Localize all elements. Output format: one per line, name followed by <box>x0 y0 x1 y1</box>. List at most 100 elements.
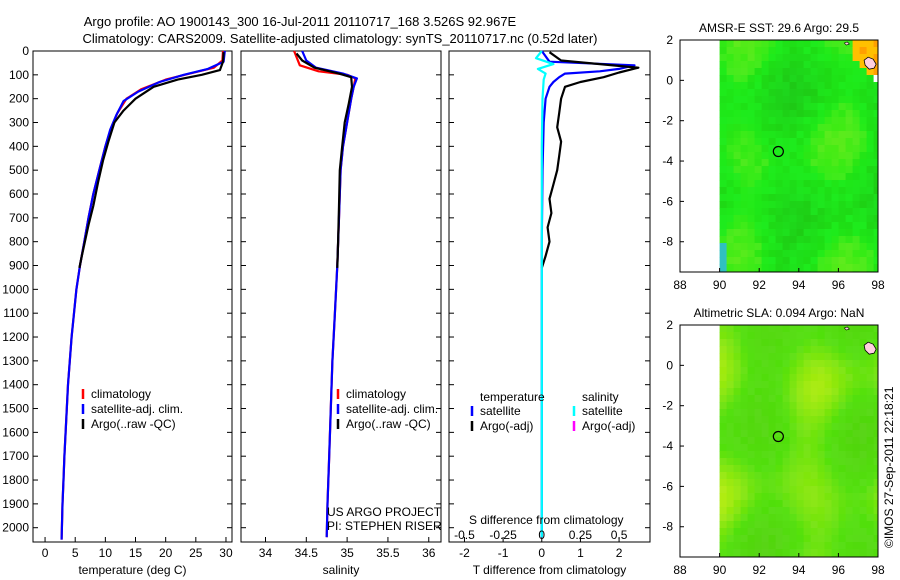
ytick-label: 800 <box>9 235 29 249</box>
sla-map-cell <box>845 521 854 529</box>
sla-map-cell <box>782 535 791 543</box>
sla-map-cell <box>796 416 805 424</box>
sst-map-cell <box>775 82 784 90</box>
sst-map-cell <box>775 236 784 244</box>
sst-map-cell <box>796 75 805 83</box>
sla-map-cell <box>733 458 742 466</box>
sst-map-cell <box>824 257 833 265</box>
sla-map-cell <box>873 360 879 368</box>
sla-map-cell <box>845 346 854 354</box>
sla-map-cell <box>733 367 742 375</box>
sst-map-cell <box>719 159 728 167</box>
sst-map-cell <box>866 187 875 195</box>
sla-map-cell <box>761 360 770 368</box>
sla-map-cell <box>726 388 735 396</box>
sla-map-cell <box>831 388 840 396</box>
sst-map-cell <box>873 47 879 55</box>
sla-map-cell <box>810 346 819 354</box>
sla-map-cell <box>796 514 805 522</box>
sst-map-cell <box>782 131 791 139</box>
sla-map-cell <box>838 437 847 445</box>
sst-map-cell <box>831 75 840 83</box>
sla-map-cell <box>859 493 868 501</box>
sla-map-cell <box>803 395 812 403</box>
sst-map-cell <box>782 201 791 209</box>
sla-map-cell <box>733 549 742 557</box>
sla-map-cell <box>747 388 756 396</box>
sla-map-cell <box>866 500 875 508</box>
sst-map-cell <box>761 96 770 104</box>
sla-map-cell <box>803 458 812 466</box>
sst-map-cell <box>824 194 833 202</box>
sst-map-cell <box>866 208 875 216</box>
sst-map-cell <box>726 208 735 216</box>
sst-map-cell <box>838 117 847 125</box>
sst-map-cell <box>845 61 854 69</box>
sst-map-cell <box>810 54 819 62</box>
sst-map-cell <box>726 215 735 223</box>
sst-map-cell <box>775 166 784 174</box>
sla-map-cell <box>733 472 742 480</box>
sst-map-cell <box>789 208 798 216</box>
sst-map-cell <box>733 215 742 223</box>
sst-map-cell <box>873 180 879 188</box>
sst-map-cell <box>726 103 735 111</box>
sla-map-cell <box>817 332 826 340</box>
sst-map-cell <box>719 75 728 83</box>
sla-map-cell <box>754 521 763 529</box>
sst-map-cell <box>754 40 763 48</box>
sla-map-cell <box>782 549 791 557</box>
sla-map-cell <box>796 423 805 431</box>
sst-map-cell <box>824 61 833 69</box>
sst-map-cell <box>789 166 798 174</box>
sla-map-cell <box>817 360 826 368</box>
sla-map-cell <box>845 437 854 445</box>
sst-map-cell <box>761 131 770 139</box>
sla-map-cell <box>817 402 826 410</box>
sst-map-cell <box>747 145 756 153</box>
sst-map-cell <box>796 54 805 62</box>
sla-map-cell <box>838 409 847 417</box>
sla-map-cell <box>768 430 777 438</box>
sla-map-cell <box>866 514 875 522</box>
sla-map-cell <box>824 507 833 515</box>
sla-map-cell <box>817 486 826 494</box>
sla-map-cell <box>775 430 784 438</box>
sst-map-cell <box>726 131 735 139</box>
sst-map-cell <box>768 61 777 69</box>
sst-map-cell <box>719 131 728 139</box>
sst-map-cell <box>726 236 735 244</box>
sst-map-cell <box>768 54 777 62</box>
sla-map-cell <box>789 493 798 501</box>
sla-map-cell <box>747 472 756 480</box>
sst-map-cell <box>719 201 728 209</box>
sla-map-cell <box>810 388 819 396</box>
sla-map-cell <box>852 514 861 522</box>
sla-map-cell <box>768 521 777 529</box>
sla-map-cell <box>754 395 763 403</box>
sla-map-cell <box>845 423 854 431</box>
sst-map-cell <box>796 124 805 132</box>
sla-map-cell <box>873 395 879 403</box>
sla-map-cell <box>817 416 826 424</box>
sla-map-cell <box>873 479 879 487</box>
sst-map-cell <box>824 229 833 237</box>
sst-map-cell <box>859 145 868 153</box>
sla-map-cell <box>740 444 749 452</box>
sst-map-cell <box>789 40 798 48</box>
sla-map-cell <box>740 500 749 508</box>
sla-map-cell <box>775 325 784 333</box>
sla-map-cell <box>852 458 861 466</box>
sla-map-cell <box>817 367 826 375</box>
ytick-label: 1500 <box>2 402 29 416</box>
sla-map-cell <box>733 381 742 389</box>
sst-map-cell <box>754 54 763 62</box>
sst-map-cell <box>859 124 868 132</box>
sst-map-cell <box>775 208 784 216</box>
sst-map-cell <box>817 61 826 69</box>
sst-map-cell <box>733 166 742 174</box>
sla-map-cell <box>782 332 791 340</box>
sst-map-cell <box>810 82 819 90</box>
sst-map-cell <box>845 208 854 216</box>
sla-map-cell <box>719 549 728 557</box>
